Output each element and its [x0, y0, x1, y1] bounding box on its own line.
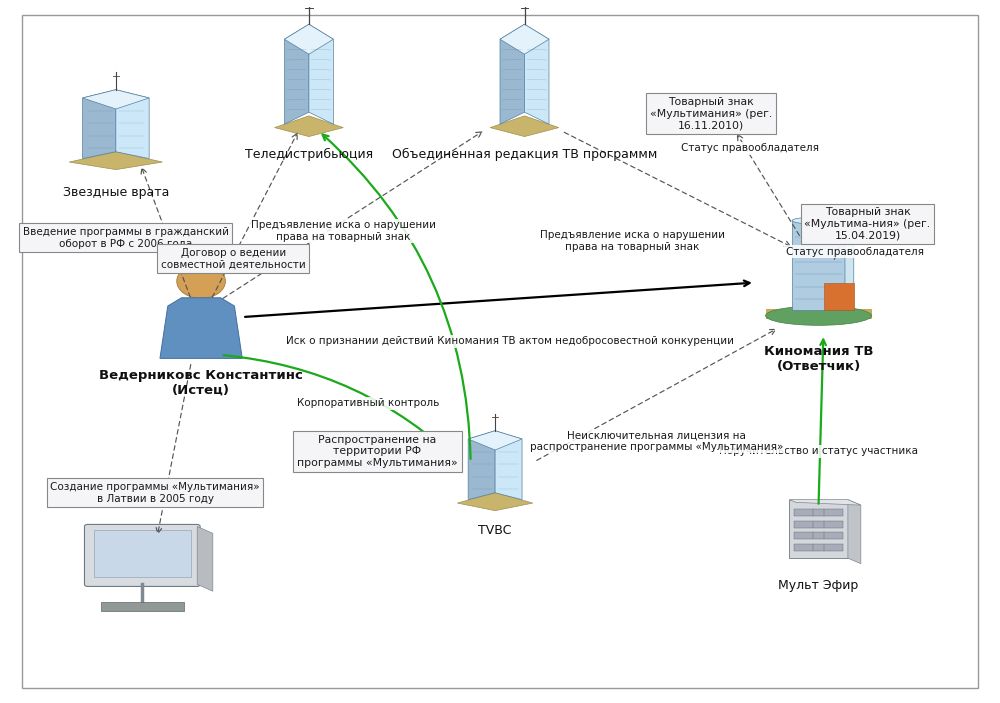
Text: Корпоративный контроль: Корпоративный контроль: [297, 398, 439, 408]
FancyBboxPatch shape: [794, 509, 843, 516]
Polygon shape: [116, 90, 149, 159]
Polygon shape: [284, 24, 333, 54]
Polygon shape: [69, 152, 162, 169]
Ellipse shape: [792, 217, 845, 224]
Text: Создание программы «Мультимания»
в Латвии в 2005 году: Создание программы «Мультимания» в Латви…: [50, 482, 260, 503]
FancyBboxPatch shape: [824, 283, 854, 310]
Polygon shape: [500, 24, 549, 54]
Polygon shape: [309, 24, 333, 124]
Polygon shape: [490, 116, 559, 136]
Polygon shape: [524, 24, 549, 124]
Text: Статус правообладателя: Статус правообладателя: [681, 143, 819, 153]
Polygon shape: [275, 116, 343, 136]
FancyBboxPatch shape: [101, 602, 184, 610]
Ellipse shape: [766, 306, 871, 325]
Polygon shape: [848, 500, 861, 564]
Text: Мульт Эфир: Мульт Эфир: [778, 579, 859, 592]
FancyBboxPatch shape: [789, 500, 848, 558]
Text: Звездные врата: Звездные врата: [63, 186, 169, 199]
Text: Иск о признании действий Киномания ТВ актом недобросовестной конкуренции: Иск о признании действий Киномания ТВ ак…: [286, 336, 734, 346]
FancyBboxPatch shape: [794, 532, 843, 539]
Text: Статус правообладателя: Статус правообладателя: [786, 247, 924, 257]
Text: Распространение на
территории РФ
программы «Мультимания»: Распространение на территории РФ програм…: [297, 434, 458, 468]
Polygon shape: [83, 90, 149, 109]
Text: Теледистрибьюция: Теледистрибьюция: [245, 148, 373, 162]
Text: Товарный знак
«Мультима-ния» (рег.
15.04.2019): Товарный знак «Мультима-ния» (рег. 15.04…: [804, 207, 931, 240]
Polygon shape: [500, 24, 524, 124]
Text: Неисключительная лицензия на
распространение программы «Мультимания»: Неисключительная лицензия на распростран…: [530, 430, 783, 452]
Polygon shape: [845, 221, 854, 310]
Polygon shape: [284, 24, 309, 124]
Text: Объединенная редакция ТВ программм: Объединенная редакция ТВ программм: [392, 148, 657, 162]
Polygon shape: [197, 527, 213, 591]
FancyBboxPatch shape: [84, 524, 200, 586]
Polygon shape: [468, 431, 495, 500]
Text: Ведерниковс Константинс
(Истец): Ведерниковс Константинс (Истец): [99, 368, 303, 396]
Polygon shape: [495, 431, 522, 500]
FancyBboxPatch shape: [794, 544, 843, 551]
Text: Предъявление иска о нарушении
права на товарный знак: Предъявление иска о нарушении права на т…: [251, 220, 436, 242]
Text: TVBC: TVBC: [478, 524, 512, 536]
Text: Поручительство и статус участника: Поручительство и статус участника: [719, 446, 918, 456]
Text: Введение программы в гражданский
оборот в РФ с 2006 года: Введение программы в гражданский оборот …: [23, 227, 229, 249]
Polygon shape: [83, 90, 116, 159]
Polygon shape: [792, 221, 845, 310]
Polygon shape: [468, 431, 522, 450]
Text: Киномания ТВ
(Ответчик): Киномания ТВ (Ответчик): [764, 344, 873, 373]
Text: Предъявление иска о нарушении
права на товарный знак: Предъявление иска о нарушении права на т…: [540, 231, 725, 252]
Circle shape: [177, 264, 225, 298]
Polygon shape: [457, 493, 533, 510]
Text: Договор о ведении
совместной деятельности: Договор о ведении совместной деятельност…: [161, 247, 306, 269]
FancyBboxPatch shape: [766, 309, 871, 318]
FancyBboxPatch shape: [94, 530, 191, 577]
FancyBboxPatch shape: [794, 521, 843, 528]
Polygon shape: [160, 298, 242, 359]
Text: Товарный знак
«Мультимания» (рег.
16.11.2010): Товарный знак «Мультимания» (рег. 16.11.…: [650, 97, 772, 131]
Polygon shape: [789, 500, 861, 505]
